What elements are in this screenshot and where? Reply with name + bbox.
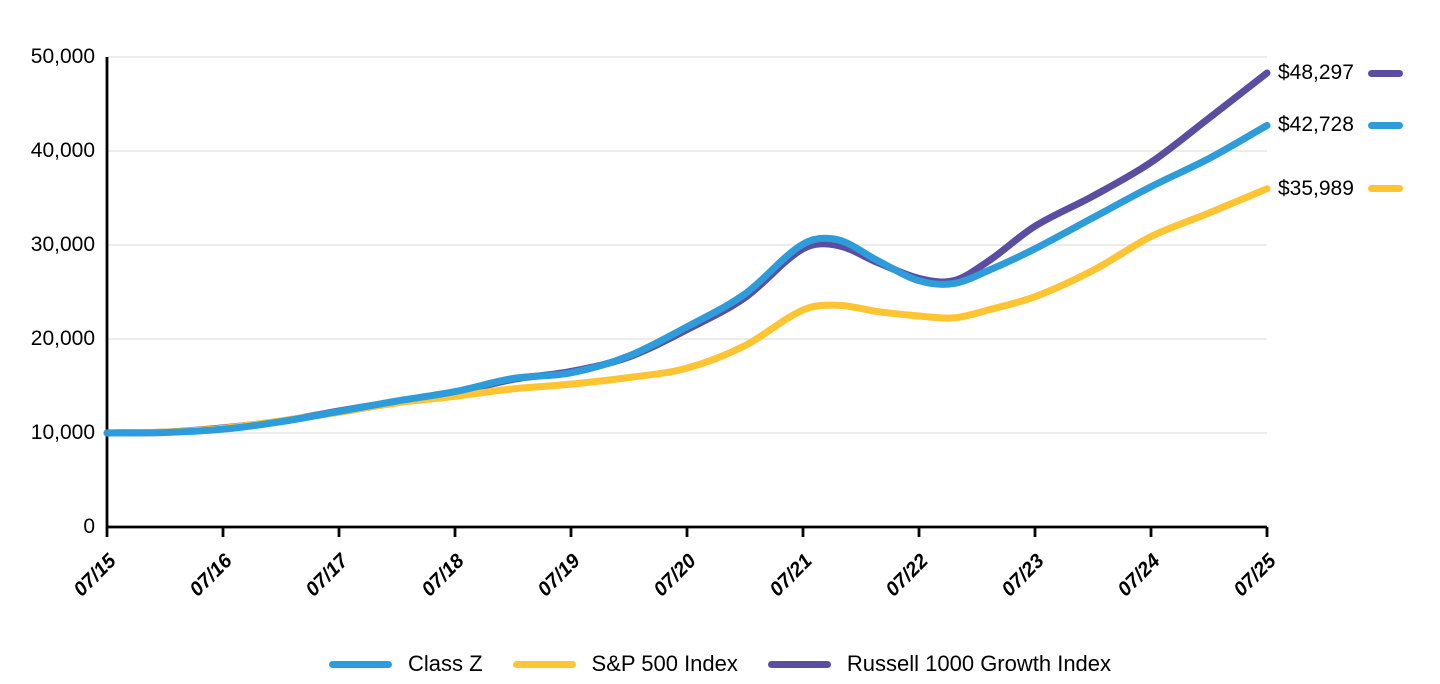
end-label-russell-1000-growth-index: $48,297: [1278, 60, 1403, 86]
legend-item-class-z: Class Z: [328, 651, 483, 677]
y-axis-label-10000: 10,000: [30, 421, 95, 444]
end-value-russell-1000-growth-index: $48,297: [1278, 61, 1354, 84]
end-swatch-russell-1000-growth-index: [1368, 69, 1403, 77]
end-label-sp-500-index: $35,989: [1278, 176, 1403, 202]
series-lines: [103, 69, 1271, 437]
legend-swatch-class-z: [328, 660, 392, 668]
y-axis-label-40000: 40,000: [30, 139, 95, 162]
legend-label-class-z: Class Z: [407, 651, 483, 676]
axes: [105, 57, 1269, 537]
end-swatch-class-z: [1368, 121, 1403, 129]
end-swatch-sp-500-index: [1368, 185, 1403, 193]
end-value-sp-500-index: $35,989: [1278, 176, 1354, 200]
legend: Class Z S&P 500 Index Russell 1000 Growt…: [0, 651, 1440, 677]
axis-lines: [105, 57, 1267, 529]
y-axis-label-0: 0: [83, 515, 95, 538]
legend-swatch-sp-500-index: [512, 660, 576, 668]
line-class-z: [103, 121, 1271, 437]
end-value-class-z: $42,728: [1278, 113, 1354, 137]
legend-label-sp-500-index: S&P 500 Index: [591, 651, 738, 676]
y-axis-label-20000: 20,000: [30, 327, 95, 350]
legend-swatch-russell-1000-growth-index: [767, 660, 831, 668]
gridlines: [107, 56, 1267, 434]
legend-item-russell-1000-growth-index: Russell 1000 Growth Index: [767, 651, 1112, 677]
end-label-class-z: $42,728: [1278, 112, 1403, 138]
y-axis-label-30000: 30,000: [30, 233, 95, 256]
y-axis-label-50000: 50,000: [30, 45, 95, 68]
legend-label-russell-1000-growth-index: Russell 1000 Growth Index: [846, 651, 1112, 676]
legend-item-sp-500-index: S&P 500 Index: [512, 651, 738, 677]
line-russell-1000-growth-index: [103, 69, 1271, 437]
line-s-and-p-500-index: [103, 185, 1271, 437]
